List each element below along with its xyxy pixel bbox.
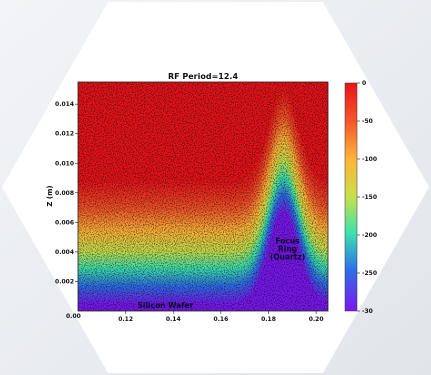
- plot-frame: [77, 81, 329, 312]
- x-tick-label: 0.12: [118, 316, 133, 323]
- y-tick-label: 0.012: [55, 131, 74, 138]
- y-tick-label: 0.002: [55, 278, 74, 285]
- focus-ring-annotation: (Quartz): [270, 252, 305, 261]
- y-tick-label: 0.014: [55, 101, 74, 108]
- y-tick-label: 0.010: [55, 160, 74, 167]
- colorbar: 0 -50 -100 -150 -200 -250 -30: [344, 80, 377, 315]
- y-tick-label: 0.008: [55, 190, 74, 197]
- x-axis-ticks: 0.12 0.14 0.16 0.18 0.20: [118, 311, 324, 323]
- y-tick-label: 0.004: [55, 249, 74, 256]
- colorbar-ticks: 0 -50 -100 -150 -200 -250 -30: [357, 80, 377, 315]
- x-tick-label: 0.14: [166, 316, 181, 323]
- speckle-overlay: [78, 82, 328, 311]
- colorbar-tick-label: -50: [362, 118, 373, 125]
- y-tick-label: 0.006: [55, 219, 74, 226]
- x-origin-label: 0.00: [66, 313, 81, 320]
- colorbar-tick-label: -200: [362, 232, 377, 239]
- colorbar-gradient: [344, 82, 358, 312]
- x-tick-label: 0.16: [213, 316, 228, 323]
- colorbar-tick-label: -250: [362, 270, 377, 277]
- chart-title: RF Period=12.4: [168, 72, 238, 81]
- x-tick-label: 0.18: [261, 316, 276, 323]
- focus-ring-annotation: Ring: [278, 244, 297, 253]
- y-axis-label: Z (m): [46, 185, 54, 206]
- colorbar-tick-label: -100: [362, 156, 377, 163]
- silicon-wafer-annotation: Silicon Wafer: [138, 301, 194, 310]
- focus-ring-annotation: Focus: [275, 236, 300, 245]
- y-axis-ticks: 0.002 0.004 0.006 0.008 0.010 0.012 0.014: [55, 101, 78, 285]
- x-tick-label: 0.20: [309, 316, 324, 323]
- colorbar-tick-label: 0: [362, 80, 366, 87]
- colorbar-tick-label: -30: [362, 308, 373, 315]
- plot-area: [77, 81, 329, 312]
- colorbar-tick-label: -150: [362, 194, 377, 201]
